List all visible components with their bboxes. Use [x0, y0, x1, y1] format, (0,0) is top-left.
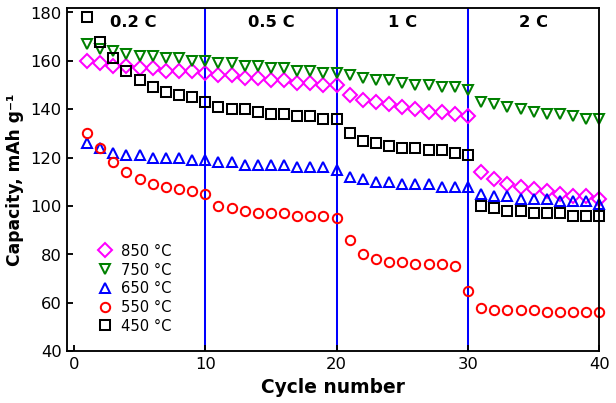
X-axis label: Cycle number: Cycle number	[261, 378, 405, 397]
Text: 2 C: 2 C	[519, 15, 548, 30]
Y-axis label: Capacity, mAh g⁻¹: Capacity, mAh g⁻¹	[6, 93, 24, 266]
Text: 1 C: 1 C	[387, 15, 417, 30]
Text: 0.2 C: 0.2 C	[110, 15, 156, 30]
Legend: 850 °C, 750 °C, 650 °C, 550 °C, 450 °C: 850 °C, 750 °C, 650 °C, 550 °C, 450 °C	[96, 244, 172, 333]
Text: 0.5 C: 0.5 C	[248, 15, 294, 30]
